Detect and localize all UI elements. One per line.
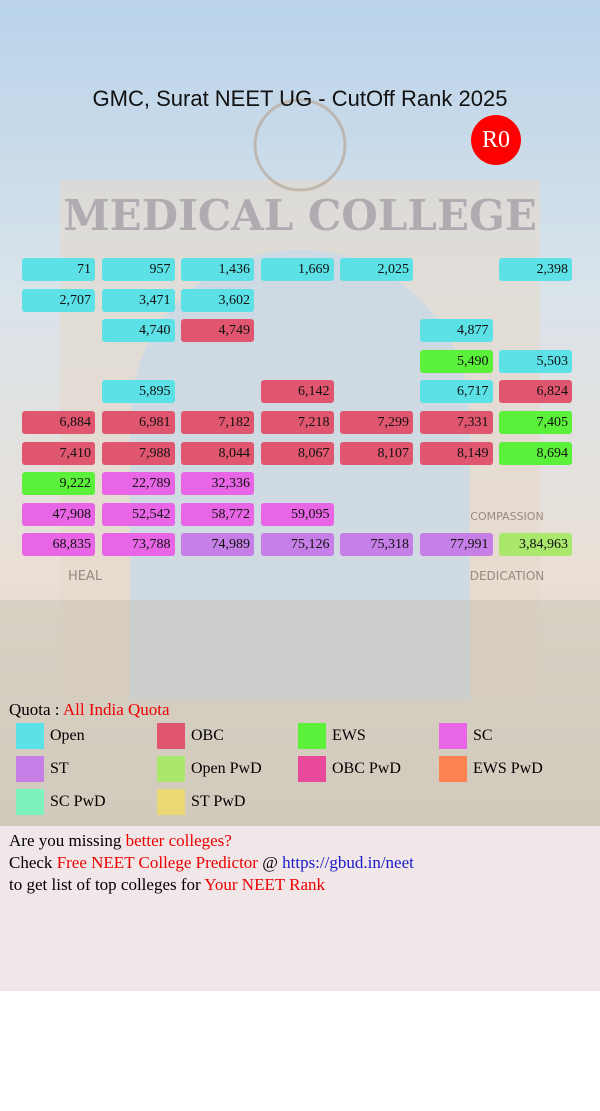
title: GMC, Surat NEET UG - CutOff Rank 2025 — [92, 86, 508, 111]
legend-item: OBC — [157, 723, 224, 749]
legend-item: SC — [439, 723, 493, 749]
panel-text: COMPASSION — [470, 510, 543, 523]
legend-item: ST — [16, 756, 69, 782]
legend-label: ST — [50, 760, 69, 777]
quota: Quota : All India Quota — [9, 700, 170, 720]
rank-cell: 74,989 — [181, 533, 254, 557]
sign-text: MEDICAL COLLEGE — [63, 191, 537, 240]
footer-text: Free NEET College Predictor — [56, 853, 258, 872]
legend-label: OBC — [191, 727, 224, 744]
rank-cell: 3,84,963 — [499, 533, 572, 557]
rank-cell: 2,707 — [22, 288, 95, 312]
legend-label: Open PwD — [191, 760, 262, 777]
footer-line: Check Free NEET College Predictor @ http… — [9, 853, 414, 873]
rank-cell: 7,331 — [419, 411, 493, 434]
legend-label: SC — [473, 727, 493, 744]
rank-cell: 52,542 — [101, 502, 175, 526]
rank-cell: 8,694 — [499, 441, 572, 465]
rank-cell: 47,908 — [22, 502, 95, 526]
rank-cell: 75,318 — [340, 533, 413, 557]
quota-value: All India Quota — [62, 700, 170, 719]
rank-cell: 7,410 — [22, 441, 95, 465]
legend-item: ST PwD — [157, 789, 245, 815]
footer-text: better colleges? — [125, 831, 232, 850]
link[interactable]: https://gbud.in/neet — [282, 853, 414, 872]
footer-line: to get list of top colleges for Your NEE… — [9, 875, 325, 895]
legend-swatch — [157, 789, 185, 815]
legend-swatch — [439, 756, 467, 782]
rank-cell: 3,602 — [181, 288, 254, 312]
footer-text: to get list of top colleges for — [9, 875, 201, 894]
legend-item: EWS PwD — [439, 756, 543, 782]
rank-cell: 7,988 — [101, 441, 175, 465]
footer-text: Your NEET Rank — [204, 875, 326, 894]
rank-cell: 68,835 — [22, 533, 95, 557]
rank-cell: 2,398 — [499, 258, 572, 281]
legend-swatch — [16, 789, 44, 815]
footer-text: @ — [262, 853, 278, 872]
rank-cell: 6,717 — [419, 380, 493, 404]
rank-cell: 75,126 — [260, 533, 334, 557]
rank-cell: 2,025 — [340, 258, 413, 281]
rank-cell: 8,107 — [340, 441, 413, 465]
rank-cell: 8,044 — [181, 441, 254, 465]
rank-cell: 8,067 — [260, 441, 334, 465]
rank-cell: 7,405 — [499, 411, 572, 434]
rank-cell: 3,471 — [101, 288, 175, 312]
rank-cell: 1,669 — [260, 258, 334, 281]
rank-cell: 5,895 — [101, 380, 175, 404]
rank-cell: 7,299 — [340, 411, 413, 434]
rank-cell: 6,142 — [260, 380, 334, 404]
legend-swatch — [16, 756, 44, 782]
rank-cell: 9,222 — [22, 472, 95, 496]
footer-text: Are you missing — [9, 831, 122, 850]
legend-label: OBC PwD — [332, 760, 401, 777]
legend-swatch — [439, 723, 467, 749]
legend-label: SC PwD — [50, 793, 106, 810]
legend-swatch — [157, 723, 185, 749]
rank-cell: 22,789 — [101, 472, 175, 496]
rank-cell: 73,788 — [101, 533, 175, 557]
rank-cell: 4,740 — [101, 319, 175, 343]
legend-swatch — [157, 756, 185, 782]
legend-item: Open PwD — [157, 756, 262, 782]
rank-cell: 5,503 — [499, 349, 572, 373]
rank-cell: 4,877 — [419, 319, 493, 343]
footer-line: Are you missing better colleges? — [9, 831, 232, 851]
legend-label: EWS — [332, 727, 366, 744]
legend-label: Open — [50, 727, 85, 744]
legend-swatch — [16, 723, 44, 749]
footer: Are you missing better colleges? Check Fr… — [0, 826, 600, 991]
rank-cell: 6,884 — [22, 411, 95, 434]
legend-item: OBC PwD — [298, 756, 401, 782]
rank-cell: 77,991 — [419, 533, 493, 557]
panel-text: HEAL — [68, 569, 103, 584]
rank-cell: 7,218 — [260, 411, 334, 434]
legend-swatch — [298, 756, 326, 782]
legend-item: EWS — [298, 723, 366, 749]
rank-cell: 6,824 — [499, 380, 572, 404]
footer-text: Check — [9, 853, 53, 872]
rank-cell: 5,490 — [419, 349, 493, 373]
rank-cell: 71 — [22, 258, 95, 281]
round-badge: R0 — [471, 115, 521, 165]
panel-text: DEDICATION — [470, 569, 545, 583]
rank-cell: 6,981 — [101, 411, 175, 434]
rank-cell: 32,336 — [181, 472, 254, 496]
rank-cell: 957 — [101, 258, 175, 281]
quota-label: Quota : — [9, 700, 60, 719]
rank-cell: 1,436 — [181, 258, 254, 281]
rank-cell: 59,095 — [260, 502, 334, 526]
legend-label: ST PwD — [191, 793, 246, 810]
rank-cell: 7,182 — [181, 411, 254, 434]
legend-item: SC PwD — [16, 789, 106, 815]
legend-swatch — [298, 723, 326, 749]
legend-label: EWS PwD — [473, 760, 543, 777]
legend-item: Open — [16, 723, 85, 749]
rank-cell: 8,149 — [419, 441, 493, 465]
rank-cell: 58,772 — [181, 502, 254, 526]
rank-cell: 4,749 — [181, 319, 254, 343]
